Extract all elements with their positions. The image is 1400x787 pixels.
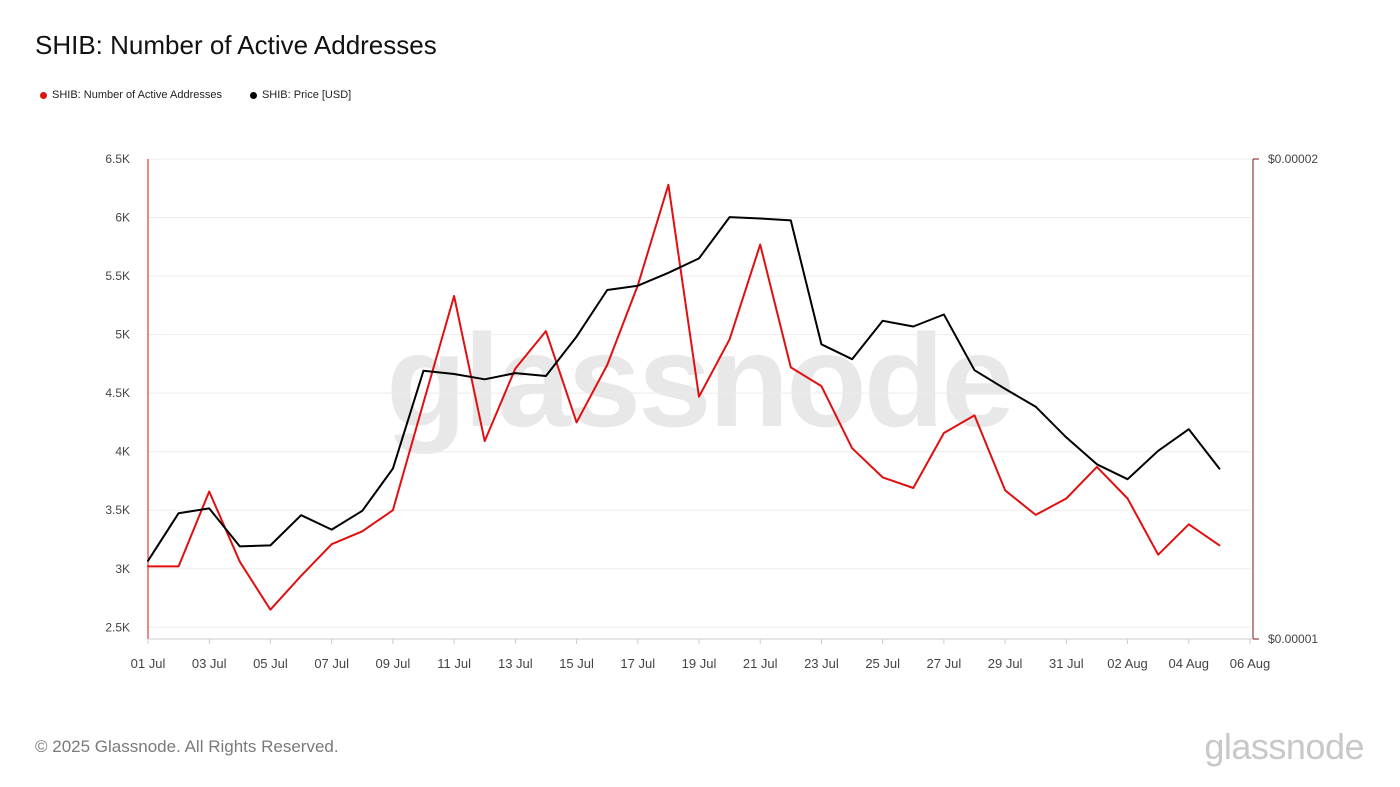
legend-label-active-addresses: SHIB: Number of Active Addresses [52, 89, 222, 101]
x-tick-label: 21 Jul [743, 656, 778, 671]
y-tick-label-right: $0.00001 [1268, 632, 1318, 646]
y-axis-right-labels: $0.00002 $0.00001 [1268, 152, 1318, 646]
copyright-text: © 2025 Glassnode. All Rights Reserved. [35, 737, 339, 756]
x-tick-label: 09 Jul [376, 656, 411, 671]
axes [147, 158, 1259, 644]
legend-dot-active-addresses [40, 91, 47, 99]
legend: SHIB: Number of Active Addresses SHIB: P… [40, 89, 351, 101]
x-tick-label: 07 Jul [314, 656, 349, 671]
series-lines [147, 183, 1221, 611]
x-tick-label: 01 Jul [131, 656, 166, 671]
x-tick-label: 11 Jul [437, 656, 471, 671]
series-line-price[interactable] [147, 216, 1221, 562]
x-tick-label: 19 Jul [682, 656, 717, 671]
x-tick-label: 17 Jul [620, 656, 655, 671]
x-tick-label: 15 Jul [559, 656, 594, 671]
legend-item-price[interactable]: SHIB: Price [USD] [249, 89, 352, 101]
x-tick-label: 25 Jul [865, 656, 900, 671]
x-tick-label: 13 Jul [498, 656, 533, 671]
x-tick-label: 05 Jul [253, 656, 288, 671]
y-axis-left-labels: 2.5K 3K 3.5K 4K 4.5K 5K 5.5K 6K 6.5K [105, 152, 130, 634]
legend-dot-price [249, 91, 257, 99]
x-tick-label: 04 Aug [1169, 656, 1210, 671]
x-tick-label: 23 Jul [804, 656, 839, 671]
x-axis-labels: 01 Jul 03 Jul 05 Jul 07 Jul 09 Jul 11 Jul 13 J… [131, 656, 1271, 671]
series-line-active-addresses[interactable] [147, 183, 1221, 611]
y-tick-label-left: 5K [115, 328, 130, 342]
x-tick-label: 31 Jul [1049, 656, 1084, 671]
y-tick-label-left: 3.5K [105, 503, 130, 517]
x-tick-label: 03 Jul [192, 656, 227, 671]
y-tick-label-left: 4K [115, 445, 130, 459]
glassnode-logo: glassnode [1204, 726, 1364, 767]
x-tick-label: 06 Aug [1230, 656, 1271, 671]
y-tick-label-left: 5.5K [105, 269, 130, 283]
x-tick-label: 02 Aug [1107, 656, 1148, 671]
gridlines [148, 158, 1251, 628]
y-tick-label-left: 3K [115, 562, 130, 576]
chart-title: SHIB: Number of Active Addresses [35, 30, 437, 60]
x-tick-label: 27 Jul [927, 656, 962, 671]
y-tick-label-left: 2.5K [105, 620, 130, 634]
y-tick-label-right: $0.00002 [1268, 152, 1318, 166]
legend-item-active-addresses[interactable]: SHIB: Number of Active Addresses [40, 89, 222, 101]
legend-label-price: SHIB: Price [USD] [261, 89, 352, 101]
y-tick-label-left: 6K [115, 211, 130, 225]
y-tick-label-left: 6.5K [105, 152, 130, 166]
x-tick-label: 29 Jul [988, 656, 1023, 671]
y-tick-label-left: 4.5K [105, 386, 130, 400]
